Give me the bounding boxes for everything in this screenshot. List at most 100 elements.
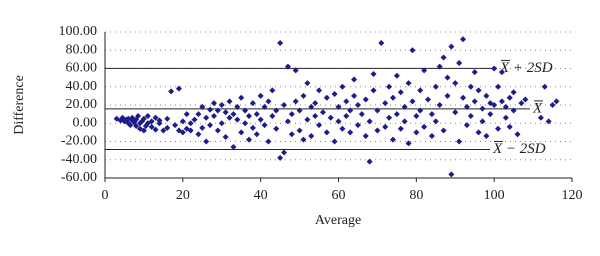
- point: [195, 111, 202, 118]
- point: [444, 74, 451, 81]
- point: [168, 88, 175, 95]
- point: [265, 138, 272, 145]
- point: [312, 100, 319, 107]
- y-tick-label: 20.00: [66, 97, 98, 112]
- point: [133, 122, 140, 129]
- point: [144, 112, 151, 119]
- point: [222, 109, 229, 116]
- point: [253, 111, 260, 118]
- point: [347, 107, 354, 114]
- point: [300, 92, 307, 99]
- point: [522, 96, 529, 103]
- point: [397, 125, 404, 132]
- reference-label: X − 2SD: [492, 141, 546, 157]
- point: [452, 109, 459, 116]
- point: [366, 158, 373, 165]
- point: [339, 125, 346, 132]
- point: [288, 131, 295, 138]
- point: [304, 116, 311, 123]
- point: [191, 116, 198, 123]
- point: [207, 106, 214, 113]
- point: [214, 107, 221, 114]
- point: [277, 39, 284, 46]
- point: [366, 118, 373, 125]
- point: [304, 80, 311, 87]
- point: [312, 112, 319, 119]
- point: [397, 89, 404, 96]
- x-tick-label: 20: [176, 188, 190, 203]
- point: [335, 103, 342, 110]
- point: [179, 129, 186, 136]
- point: [249, 100, 256, 107]
- point: [296, 107, 303, 114]
- point: [222, 133, 229, 140]
- y-tick-label: 100.00: [59, 24, 98, 39]
- point: [210, 100, 217, 107]
- x-tick-label: 80: [409, 188, 423, 203]
- point: [553, 98, 560, 105]
- x-axis-title: Average: [315, 213, 361, 228]
- point: [487, 111, 494, 118]
- point: [495, 83, 502, 90]
- point: [498, 69, 505, 76]
- point: [421, 67, 428, 74]
- point: [148, 118, 155, 125]
- point: [249, 124, 256, 131]
- point: [277, 154, 284, 161]
- point: [284, 118, 291, 125]
- point: [393, 111, 400, 118]
- point: [292, 98, 299, 105]
- point: [164, 115, 171, 122]
- y-tick-label: -20.00: [61, 134, 97, 149]
- y-tick-label: 0.00: [73, 115, 98, 130]
- point: [323, 94, 330, 101]
- point: [308, 133, 315, 140]
- point: [436, 63, 443, 70]
- point: [378, 39, 385, 46]
- point: [187, 120, 194, 127]
- y-tick-label: 40.00: [66, 79, 98, 94]
- point: [288, 111, 295, 118]
- point: [405, 80, 412, 87]
- point: [230, 143, 237, 150]
- point: [432, 118, 439, 125]
- point: [475, 129, 482, 136]
- x-tick-label: 0: [102, 188, 109, 203]
- point: [347, 129, 354, 136]
- point: [296, 127, 303, 134]
- point: [444, 92, 451, 99]
- point: [152, 126, 159, 133]
- point: [491, 65, 498, 72]
- y-tick-label: 80.00: [66, 42, 98, 57]
- point: [140, 127, 147, 134]
- point: [417, 87, 424, 94]
- point: [343, 112, 350, 119]
- point: [199, 103, 206, 110]
- point: [456, 60, 463, 67]
- point: [374, 127, 381, 134]
- point: [269, 112, 276, 119]
- point: [537, 114, 544, 121]
- point: [323, 129, 330, 136]
- point: [382, 123, 389, 130]
- point: [374, 107, 381, 114]
- point: [335, 118, 342, 125]
- point: [495, 125, 502, 132]
- y-tick-label: 60.00: [66, 61, 98, 76]
- point: [405, 140, 412, 147]
- point: [386, 114, 393, 121]
- point: [409, 47, 416, 54]
- point: [502, 103, 509, 110]
- point: [343, 98, 350, 105]
- point: [460, 94, 467, 101]
- point: [417, 107, 424, 114]
- point: [148, 123, 155, 130]
- point: [195, 131, 202, 138]
- x-tick-label: 120: [562, 188, 583, 203]
- point: [152, 114, 159, 121]
- point: [409, 98, 416, 105]
- point: [273, 107, 280, 114]
- point: [510, 107, 517, 114]
- point: [284, 63, 291, 70]
- point: [319, 109, 326, 116]
